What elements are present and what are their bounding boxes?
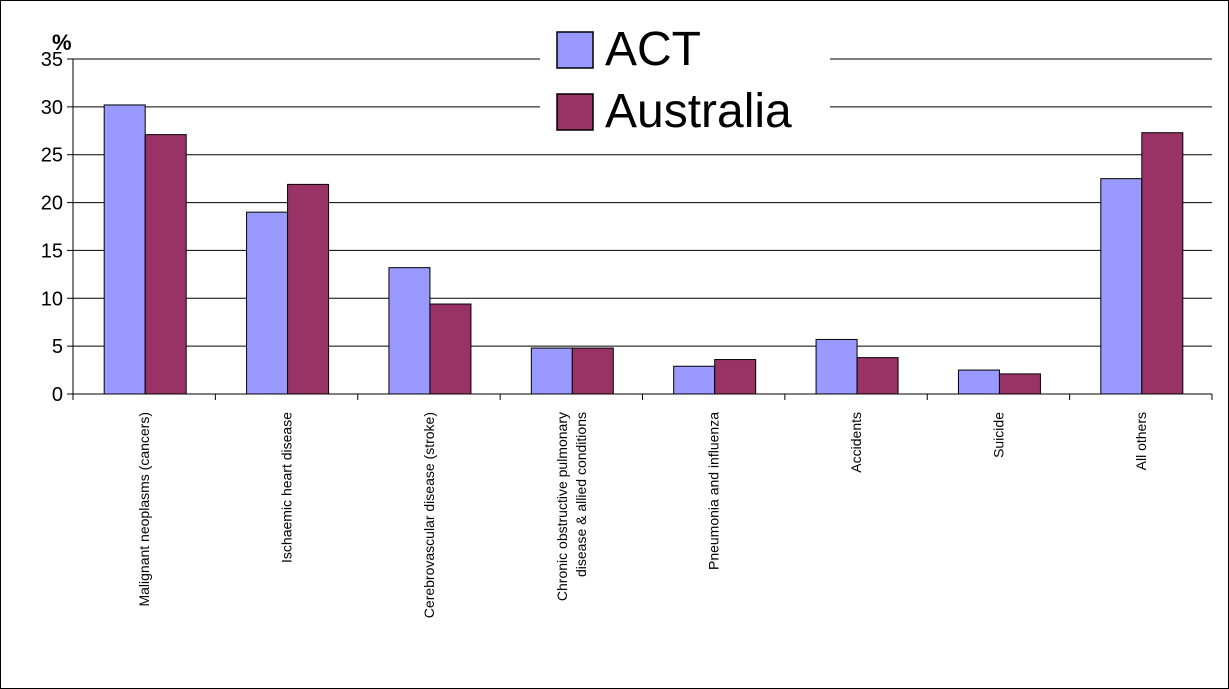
bar-australia-4 bbox=[714, 359, 757, 395]
bar-act-1 bbox=[246, 211, 289, 395]
bar-act-2 bbox=[388, 267, 431, 395]
bar-australia-2 bbox=[429, 303, 472, 395]
x-category-label: Accidents bbox=[848, 412, 864, 473]
bar-act-0 bbox=[103, 104, 146, 395]
y-tick-label: 5 bbox=[52, 336, 63, 358]
axes bbox=[67, 58, 1213, 400]
bar-australia-0 bbox=[144, 134, 187, 395]
y-tick-label: 20 bbox=[41, 193, 63, 215]
bar-australia-5 bbox=[856, 357, 899, 395]
legend: ACT Australia bbox=[540, 13, 830, 138]
y-tick-label: 10 bbox=[41, 288, 63, 310]
y-tick-label: 25 bbox=[41, 145, 63, 167]
bar-australia-6 bbox=[998, 373, 1041, 395]
x-category-label: Suicide bbox=[990, 412, 1006, 458]
y-tick-label: 15 bbox=[41, 240, 63, 262]
legend-label-act: ACT bbox=[605, 23, 701, 76]
y-tick-label: 0 bbox=[52, 384, 63, 406]
bar-australia-7 bbox=[1141, 132, 1184, 395]
bars bbox=[103, 104, 1184, 395]
x-category-label: All others bbox=[1133, 412, 1149, 470]
x-category-label: Pneumonia and influenza bbox=[706, 412, 722, 570]
y-unit-label: % bbox=[52, 30, 72, 55]
bar-act-5 bbox=[815, 338, 858, 395]
bar-act-7 bbox=[1100, 178, 1143, 395]
y-tick-label: 35 bbox=[41, 49, 63, 71]
legend-label-australia: Australia bbox=[605, 85, 792, 138]
x-category-label: Ischaemic heart disease bbox=[279, 412, 295, 563]
bar-act-4 bbox=[673, 365, 716, 395]
x-category-label: Chronic obstructive pulmonary disease & a… bbox=[554, 412, 589, 601]
x-category-label: Cerebrovascular disease (stroke) bbox=[421, 412, 437, 618]
labels: 0 5 10 15 20 25 30 35% Malignant neoplasms (canc… bbox=[41, 30, 1149, 618]
legend-swatch-australia bbox=[556, 93, 594, 131]
bar-australia-3 bbox=[571, 347, 614, 395]
bar-australia-1 bbox=[287, 183, 330, 395]
bar-act-6 bbox=[957, 369, 1000, 395]
legend-swatch-act bbox=[556, 31, 594, 69]
bar-act-3 bbox=[530, 347, 573, 395]
x-category-label: Malignant neoplasms (cancers) bbox=[136, 412, 152, 607]
y-tick-label: 30 bbox=[41, 97, 63, 119]
